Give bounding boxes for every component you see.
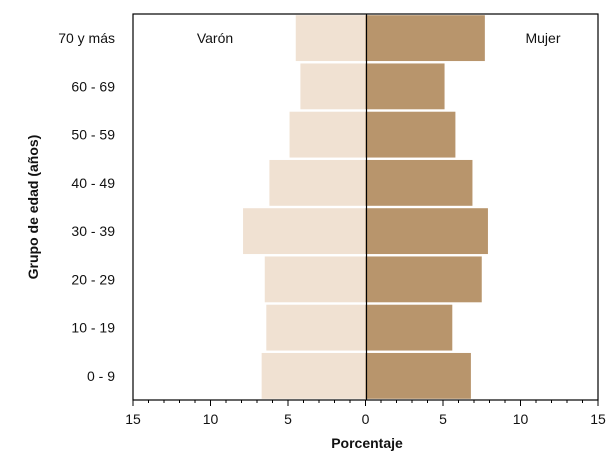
bar-right-5 (365, 111, 456, 158)
x-tick-label: 10 (203, 411, 219, 427)
legend-label-left: Varón (197, 30, 233, 46)
legend-label-right: Mujer (525, 30, 560, 46)
bar-right-7 (365, 15, 485, 62)
category-label: 10 - 19 (71, 320, 115, 336)
x-tick-label: 10 (513, 411, 529, 427)
x-tick-label: 5 (439, 411, 447, 427)
y-axis-title: Grupo de edad (años) (25, 135, 41, 280)
category-label: 60 - 69 (71, 78, 115, 94)
bars-layer (243, 15, 488, 399)
bar-left-0 (261, 352, 366, 399)
bar-right-4 (365, 159, 473, 206)
category-label: 30 - 39 (71, 223, 115, 239)
x-tick-label: 15 (590, 411, 606, 427)
category-label: 0 - 9 (87, 368, 115, 384)
bar-left-2 (264, 256, 366, 303)
category-label: 40 - 49 (71, 175, 115, 191)
x-axis-title: Porcentaje (331, 435, 403, 451)
bar-right-1 (365, 304, 453, 351)
x-tick-label: 5 (284, 411, 292, 427)
x-tick-labels: 15 10 5 0 5 10 15 (125, 411, 606, 427)
bar-left-4 (269, 159, 366, 206)
bar-left-1 (266, 304, 366, 351)
bar-left-5 (289, 111, 366, 158)
bar-right-0 (365, 352, 471, 399)
x-ticks (132, 400, 599, 406)
x-tick-label: 0 (362, 411, 370, 427)
legend: Varón Mujer (197, 30, 561, 46)
bar-left-7 (295, 15, 366, 62)
x-tick-label: 15 (125, 411, 141, 427)
category-label: 70 y más (58, 30, 115, 46)
category-labels: 0 - 9 10 - 19 20 - 29 30 - 39 40 - 49 50 - 59… (58, 30, 115, 384)
category-label: 50 - 59 (71, 127, 115, 143)
bar-right-6 (365, 63, 445, 110)
bar-left-3 (243, 208, 366, 255)
bar-right-3 (365, 208, 488, 255)
bar-right-2 (365, 256, 482, 303)
category-label: 20 - 29 (71, 271, 115, 287)
bar-left-6 (300, 63, 366, 110)
